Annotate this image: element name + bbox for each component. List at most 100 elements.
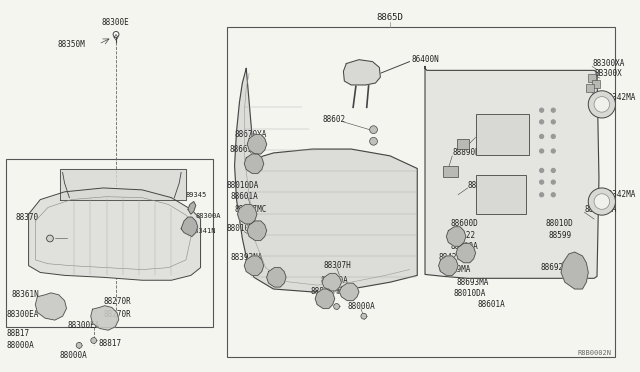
Polygon shape [561,252,588,289]
Text: 88350M: 88350M [58,40,86,49]
Text: 88342MA: 88342MA [604,190,636,199]
Text: 88817MC: 88817MC [235,205,267,214]
Polygon shape [91,306,119,330]
Bar [227,27,616,357]
Circle shape [540,108,543,112]
Bar [457,140,468,149]
Circle shape [361,313,367,319]
Circle shape [588,91,616,118]
Polygon shape [446,227,466,246]
Text: 88B17: 88B17 [6,329,29,338]
Polygon shape [344,60,380,85]
Text: 88010DA: 88010DA [227,224,259,233]
Text: 88270R: 88270R [104,297,131,306]
Circle shape [594,97,610,112]
Text: 89345: 89345 [186,192,207,198]
Bar [476,114,529,155]
Text: 86400N: 86400N [412,55,439,64]
Polygon shape [244,256,264,275]
Text: 88393NA: 88393NA [230,253,263,262]
Text: 88817: 88817 [99,339,122,348]
Circle shape [113,32,119,37]
Polygon shape [181,217,198,237]
Text: 88599: 88599 [548,231,572,240]
Circle shape [370,137,378,145]
Bar [586,84,594,92]
Polygon shape [235,68,417,292]
Text: R8B0002N: R8B0002N [577,350,612,356]
Text: 88300EA: 88300EA [6,310,38,319]
Text: 8865D: 8865D [376,13,403,22]
Circle shape [91,337,97,343]
Circle shape [594,194,610,209]
Bar [444,166,458,177]
Circle shape [370,126,378,134]
Text: 88693MA: 88693MA [456,278,488,287]
Text: 88010D: 88010D [545,219,573,228]
Circle shape [551,135,556,138]
Circle shape [551,180,556,184]
Polygon shape [322,273,342,291]
Circle shape [540,120,543,124]
Circle shape [76,343,82,348]
Text: 88000A: 88000A [6,341,34,350]
Circle shape [551,169,556,172]
Text: 88300A: 88300A [196,213,221,219]
Text: 88361N: 88361N [11,290,39,299]
Text: 88000A: 88000A [60,350,88,360]
Polygon shape [247,221,267,240]
Text: 88341N: 88341N [191,228,216,234]
Polygon shape [60,169,186,200]
Polygon shape [244,154,264,173]
Text: 88817MB: 88817MB [310,288,343,296]
Text: 88602: 88602 [322,115,345,124]
Polygon shape [267,267,286,287]
Circle shape [540,135,543,138]
Text: 88420M: 88420M [438,253,467,262]
Text: 88300E: 88300E [102,18,129,27]
Text: 88000A: 88000A [348,302,375,311]
Circle shape [551,193,556,197]
Text: 88270R: 88270R [104,310,131,319]
Bar [476,175,526,214]
Polygon shape [456,243,476,263]
Polygon shape [29,188,200,280]
Text: 88422: 88422 [452,231,476,240]
Text: 88600D: 88600D [451,219,478,228]
Text: 88010DA: 88010DA [453,289,486,298]
Text: 88601A: 88601A [477,300,505,309]
Text: 88300EA: 88300EA [67,321,100,330]
Circle shape [540,149,543,153]
Text: 88692: 88692 [541,263,564,272]
Text: 88300XA: 88300XA [592,59,625,68]
Circle shape [551,149,556,153]
Polygon shape [425,67,599,278]
Text: BB300X: BB300X [594,69,622,78]
Text: 88342MA: 88342MA [604,93,636,102]
Text: 88661+A: 88661+A [230,145,262,154]
Polygon shape [339,283,359,301]
Text: 88370: 88370 [16,212,39,222]
Bar [6,159,213,327]
Text: 88010DA: 88010DA [227,180,259,189]
Text: 88307H: 88307H [324,261,352,270]
Text: 88000A: 88000A [320,276,348,285]
Circle shape [333,304,339,310]
Polygon shape [438,256,458,275]
Circle shape [47,235,53,242]
Text: 88441: 88441 [468,180,491,189]
Text: 88449MA: 88449MA [438,265,471,274]
Bar [592,80,600,88]
Text: 88603M: 88603M [476,130,503,139]
Text: 88670YA: 88670YA [235,130,267,139]
Text: 88608NA: 88608NA [584,205,617,214]
Circle shape [551,120,556,124]
Text: 88601A: 88601A [230,192,259,201]
Text: 88600A: 88600A [451,242,478,251]
Polygon shape [237,205,257,224]
Circle shape [551,108,556,112]
Polygon shape [35,293,67,320]
Polygon shape [188,202,196,214]
Text: 88890NA: 88890NA [452,148,484,157]
Bar [588,74,596,82]
